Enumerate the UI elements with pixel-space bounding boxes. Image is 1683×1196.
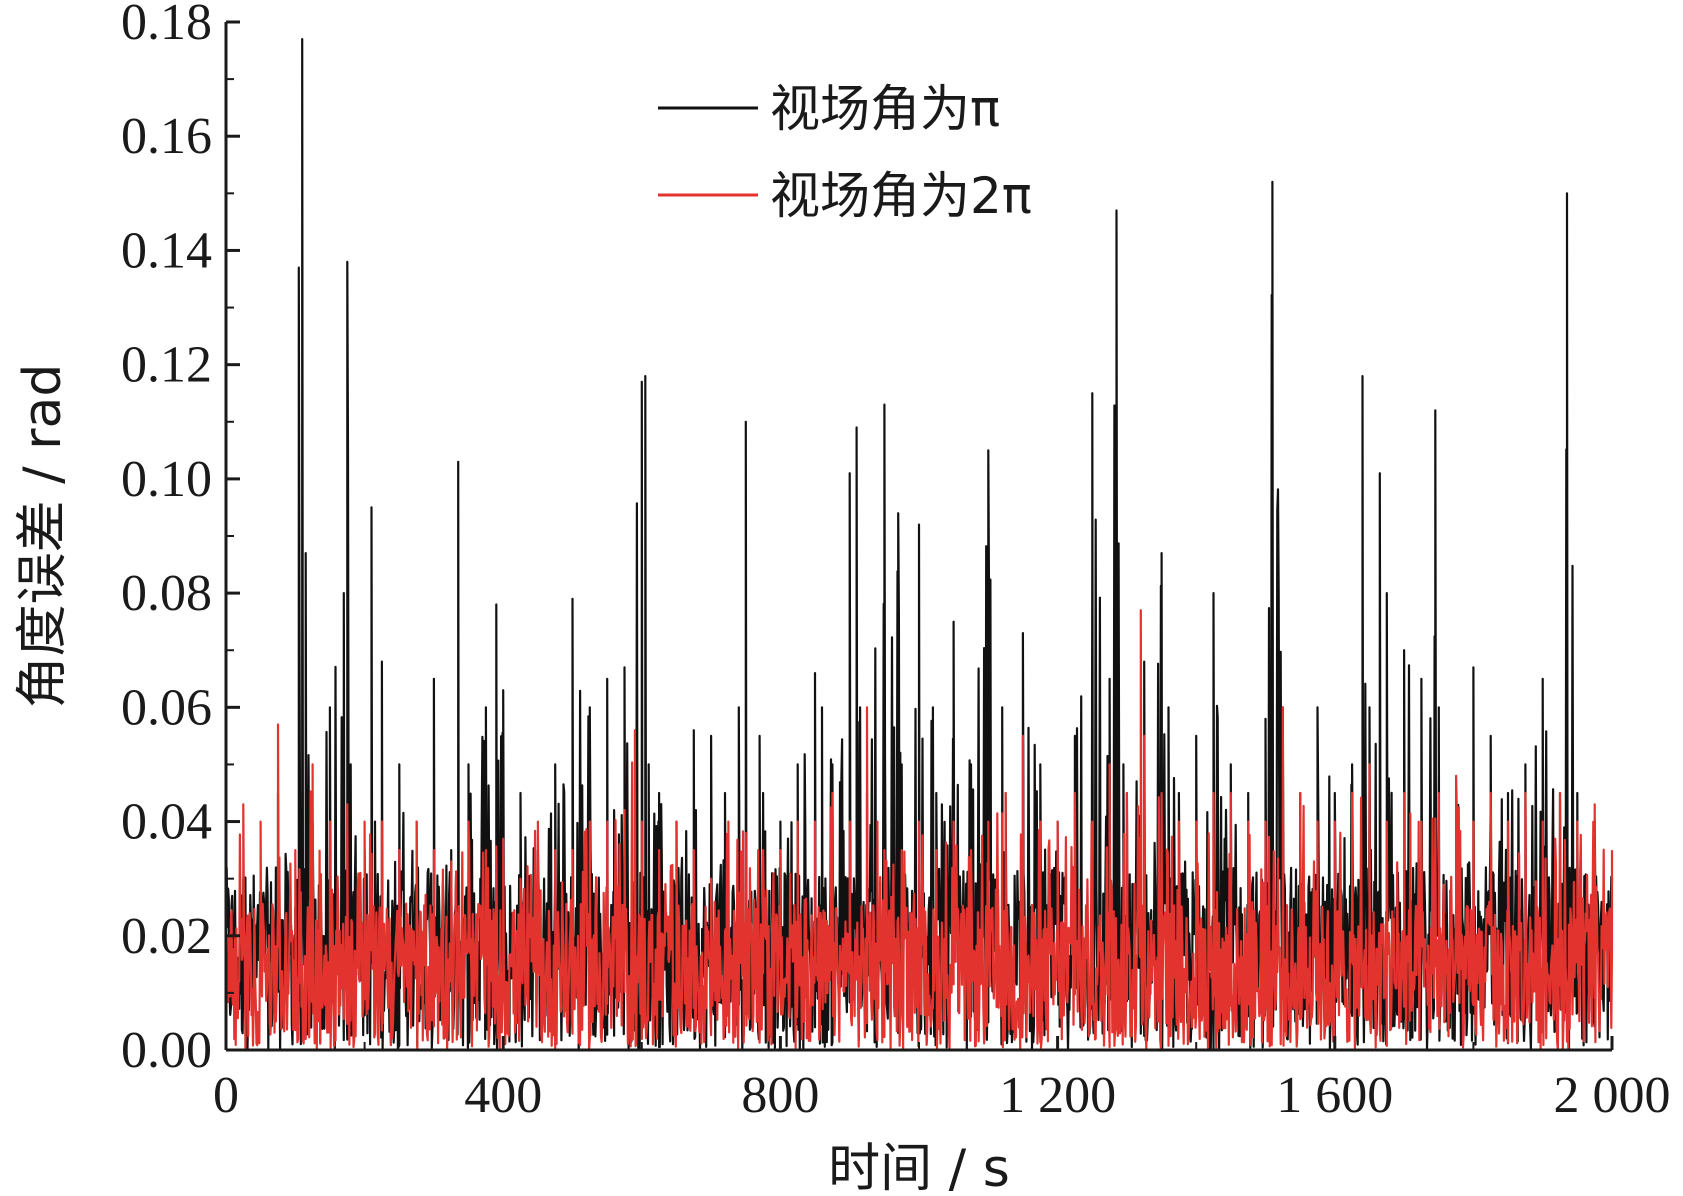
ticks-layer: 0.00 0.02 0.04 0.06 0.08 0.10 0.12 0.14 0.16 0.18… [121,0,1671,1124]
x-tick-label: 2 000 [1554,1067,1671,1124]
y-tick-label: 0.08 [121,565,212,622]
legend-label-2pi: 视场角为2π [770,167,1032,225]
y-tick-label: 0.04 [121,794,212,851]
y-tick-label: 0.02 [121,908,212,965]
y-tick-label: 0.14 [121,222,212,279]
x-tick-label: 0 [213,1067,239,1124]
legend: 视场角为π 视场角为2π [658,80,1032,225]
x-tick-label: 400 [464,1067,542,1124]
y-axis-title: 角度误差 / rad [13,364,73,709]
series-line-1 [224,609,1614,1051]
y-tick-label: 0.06 [121,679,212,736]
y-tick-label: 0.00 [121,1022,212,1079]
legend-label-pi: 视场角为π [770,80,1000,138]
y-tick-label: 0.16 [121,108,212,165]
x-tick-label: 1 600 [1276,1067,1393,1124]
x-tick-label: 800 [741,1067,819,1124]
y-tick-label: 0.18 [121,0,212,51]
y-tick-label: 0.10 [121,451,212,508]
series-layer [224,37,1614,1052]
x-tick-label: 1 200 [999,1067,1116,1124]
y-tick-label: 0.12 [121,337,212,394]
x-axis-title: 时间 / s [828,1139,1010,1196]
